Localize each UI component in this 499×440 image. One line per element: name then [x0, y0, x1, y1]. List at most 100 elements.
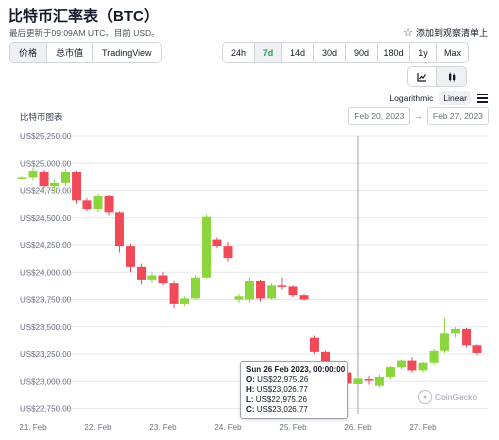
line-chart-button[interactable] [408, 67, 437, 86]
x-tick-label: 27. Feb [409, 423, 437, 432]
candle-body [321, 351, 330, 367]
candle-body [418, 362, 428, 371]
candlestick-chart-button[interactable] [437, 67, 466, 86]
tooltip-open: O: US$22,975.26 [246, 375, 309, 384]
candle-body [429, 350, 439, 363]
candle[interactable] [114, 211, 124, 253]
tab-tradingview[interactable]: TradingView [102, 47, 152, 58]
candle[interactable] [277, 277, 287, 290]
line-chart-icon [417, 72, 426, 82]
candle[interactable] [39, 169, 49, 189]
candle[interactable] [397, 359, 407, 370]
candle[interactable] [147, 272, 157, 284]
candle[interactable] [158, 272, 168, 286]
candle[interactable] [472, 344, 482, 356]
y-tick-label: US$24,750.00 [20, 187, 72, 196]
range-14d-button[interactable]: 14d [282, 43, 314, 62]
candle[interactable] [451, 326, 460, 338]
candle[interactable] [104, 194, 114, 216]
date-to-input[interactable]: Feb 27, 2023 [426, 107, 489, 125]
candle[interactable] [82, 198, 92, 212]
candle[interactable] [407, 357, 417, 373]
add-to-watchlist-button[interactable]: ☆ 添加到观察清单上 [403, 26, 488, 39]
range-90d-button[interactable]: 90d [346, 43, 378, 62]
hamburger-menu-icon[interactable] [477, 93, 488, 103]
candle-body [397, 360, 407, 368]
candle[interactable] [169, 280, 179, 309]
y-tick-label: US$23,500.00 [20, 323, 72, 332]
candle-body [353, 378, 363, 384]
y-tick-label: US$23,000.00 [20, 377, 72, 386]
candle-body [28, 170, 38, 178]
candle[interactable] [126, 243, 135, 273]
candle[interactable] [223, 241, 233, 262]
candle-body [39, 171, 49, 187]
scale-selector: Logarithmic Linear [389, 91, 488, 105]
candle[interactable] [49, 179, 59, 194]
candle[interactable] [299, 294, 309, 301]
candle[interactable] [61, 168, 70, 187]
range-max-button[interactable]: Max [443, 47, 461, 58]
candle-body [244, 280, 254, 300]
arrow-right-icon: → [414, 111, 423, 121]
view-tabs: 价格 总市值 TradingView [9, 42, 162, 63]
y-axis-labels: US$25,250.00 US$25,000.00 US$24,750.00 US$2… [20, 132, 72, 414]
range-1y-button[interactable]: 1y [410, 43, 437, 62]
star-icon: ☆ [403, 27, 413, 39]
candle[interactable] [28, 167, 38, 181]
candle[interactable] [288, 285, 298, 298]
candle[interactable] [244, 277, 254, 303]
linear-option[interactable]: Linear [439, 91, 471, 105]
candle[interactable] [353, 378, 363, 384]
logarithmic-option[interactable]: Logarithmic [389, 93, 434, 103]
candle-body [234, 296, 244, 300]
candle[interactable] [137, 263, 147, 285]
candle[interactable] [309, 335, 319, 355]
candle[interactable] [191, 275, 200, 300]
watchlist-label: 添加到观察清单上 [415, 28, 488, 38]
candle[interactable] [429, 348, 439, 365]
candle-body [49, 182, 59, 187]
candle[interactable] [439, 318, 449, 353]
candle[interactable] [234, 294, 244, 303]
tooltip-date: Sun 26 Feb 2023, 00:00:00 [246, 365, 346, 374]
candle[interactable] [256, 279, 265, 302]
candle[interactable] [364, 375, 374, 385]
candle[interactable] [212, 237, 222, 249]
candle[interactable] [93, 193, 103, 213]
candle-body [202, 216, 212, 278]
tab-price[interactable]: 价格 [10, 43, 48, 62]
y-tick-label: US$25,000.00 [20, 159, 72, 168]
candle[interactable] [462, 327, 472, 348]
candle-body [104, 195, 114, 213]
candle-body [137, 266, 147, 280]
candle-body [439, 333, 449, 351]
candle-body [212, 239, 222, 247]
candle-body [61, 171, 70, 183]
y-tick-label: US$24,000.00 [20, 268, 72, 277]
candle[interactable] [267, 283, 277, 300]
tooltip-high: H: US$23,026.77 [246, 385, 308, 394]
y-tick-label: US$22,750.00 [20, 405, 72, 414]
candle[interactable] [179, 296, 189, 307]
range-180d-button[interactable]: 180d [378, 43, 410, 62]
candlestick-icon [448, 72, 455, 81]
candle[interactable] [386, 366, 395, 380]
x-tick-label: 22. Feb [84, 423, 112, 432]
y-tick-label: US$24,250.00 [20, 241, 72, 250]
candle[interactable] [17, 176, 27, 180]
range-30d-button[interactable]: 30d [314, 43, 346, 62]
tab-market-cap[interactable]: 总市值 [47, 43, 94, 62]
y-tick-label: US$24,500.00 [20, 214, 72, 223]
range-7d-button[interactable]: 7d [255, 43, 282, 62]
candle[interactable] [418, 361, 428, 373]
candle-body [288, 286, 298, 296]
candle[interactable] [202, 214, 212, 279]
y-tick-label: US$23,750.00 [20, 296, 72, 305]
candle[interactable] [374, 374, 384, 388]
candle-body [407, 360, 417, 371]
candle-body [169, 283, 179, 304]
candle[interactable] [72, 170, 82, 204]
range-24h-button[interactable]: 24h [223, 43, 255, 62]
date-from-input[interactable]: Feb 20, 2023 [348, 107, 411, 125]
